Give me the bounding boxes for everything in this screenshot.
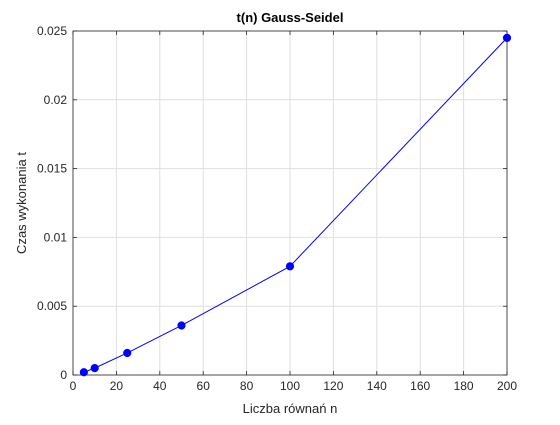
y-tick-label: 0.02 [44, 93, 68, 107]
x-axis-label: Liczba równań n [243, 401, 338, 416]
data-point [502, 33, 512, 42]
x-tick-label: 40 [153, 379, 167, 393]
x-tick-label: 20 [110, 379, 124, 393]
x-tick-label: 80 [240, 379, 254, 393]
chart-title: t(n) Gauss-Seidel [237, 10, 344, 25]
y-axis-label: Czas wykonania t [14, 152, 29, 254]
data-point [285, 262, 295, 271]
data-point [90, 364, 99, 373]
x-tick-label: 0 [70, 379, 77, 393]
x-tick-label: 120 [323, 379, 343, 393]
y-tick-label: 0.005 [37, 299, 67, 313]
series [79, 33, 512, 377]
x-tick-label: 140 [367, 379, 387, 393]
x-tick-label: 160 [410, 379, 430, 393]
x-tick-label: 60 [197, 379, 211, 393]
x-tick-labels: 0 20 40 60 80 100 120 140 160 180 200 [70, 379, 518, 393]
x-tick-label: 180 [454, 379, 474, 393]
data-point [123, 348, 132, 358]
axis-ticks [72, 30, 508, 376]
y-tick-label: 0 [60, 368, 67, 382]
y-tick-label: 0.025 [37, 24, 67, 38]
x-tick-label: 100 [280, 379, 300, 393]
y-tick-label: 0.015 [37, 162, 67, 176]
y-tick-label: 0.01 [44, 230, 68, 244]
data-point [79, 368, 88, 377]
data-point [177, 321, 186, 330]
x-tick-label: 200 [497, 379, 517, 393]
y-tick-labels: 0 0.005 0.01 0.015 0.02 0.025 [37, 24, 67, 382]
